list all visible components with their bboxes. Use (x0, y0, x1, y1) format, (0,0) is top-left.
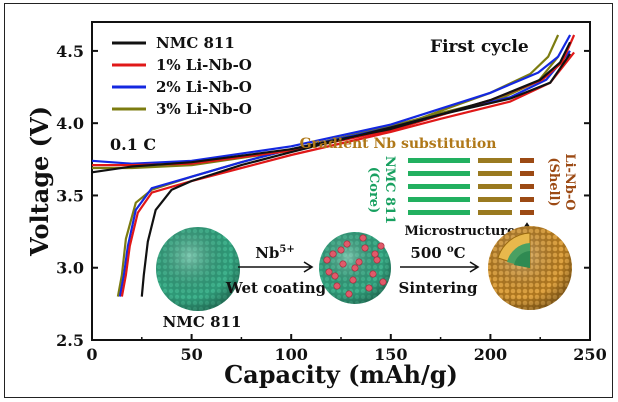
legend-label-nmc811: NMC 811 (156, 34, 235, 52)
particle-label: NMC 811 (163, 313, 242, 331)
x-tick-label: 200 (474, 345, 507, 364)
legend-label-2pct: 2% Li-Nb-O (156, 78, 252, 96)
y-tick-label: 4.0 (56, 114, 84, 133)
x-tick-label: 50 (180, 345, 202, 364)
nb-dot (373, 256, 381, 264)
nb-dot (345, 290, 353, 298)
core-shell-particle-image (488, 226, 572, 310)
y-tick-label: 2.5 (56, 331, 84, 350)
shell-layer-bars (520, 158, 534, 215)
nb-dot (349, 276, 357, 284)
shell-label-line1: Li-Nb-O (562, 153, 577, 210)
nb-dot (379, 278, 387, 286)
gradient-layer-bars (478, 158, 512, 215)
nb-dot (371, 250, 379, 258)
step2-label-top: 500 oC (410, 244, 465, 262)
core-label-line1: NMC 811 (382, 156, 397, 224)
nb-dot (343, 240, 351, 248)
nb-dot (355, 258, 363, 266)
y-tick-label: 3.0 (56, 259, 84, 278)
nb-dot (351, 264, 359, 272)
charge-curve-2pct-li-nb-o (91, 34, 572, 165)
rate-annotation: 0.1 C (110, 135, 156, 154)
nb-dot (359, 234, 367, 242)
microstructure-label: Microstructure (405, 224, 516, 239)
nb-dot (331, 272, 339, 280)
nb-dot (377, 242, 385, 250)
step1-arrow (238, 261, 314, 273)
nb-dot (361, 244, 369, 252)
nb-dot (365, 284, 373, 292)
nb-dot (333, 282, 341, 290)
shell-label-line2: (Shell) (546, 157, 561, 206)
legend-label-1pct: 1% Li-Nb-O (156, 56, 252, 74)
x-tick-label: 150 (374, 345, 407, 364)
step2-arrow (400, 261, 480, 273)
x-tick-label: 250 (573, 345, 606, 364)
first-cycle-annotation: First cycle (430, 37, 529, 57)
nb-dots (323, 234, 387, 298)
core-layer-bars (408, 158, 470, 215)
nb-dot (325, 268, 333, 276)
y-tick-label: 3.5 (56, 186, 84, 205)
step1-label-bottom: Wet coating (225, 279, 327, 297)
core-label-line2: (Core) (366, 167, 381, 213)
nb-dot (337, 246, 345, 254)
inset-title: Gradient Nb substitution (300, 136, 497, 152)
inset-process-schematic: NMC 811 Nb5+ Wet coating 500 oC Sinterin… (156, 226, 572, 331)
charge-curve-nmc811 (91, 41, 572, 174)
discharge-curve-2pct-li-nb-o (118, 50, 571, 297)
x-tick-label: 0 (86, 345, 97, 364)
y-axis-label: Voltage (V) (25, 106, 54, 257)
step1-label-top: Nb5+ (255, 244, 295, 262)
x-tick-label: 100 (274, 345, 307, 364)
discharge-curve-nmc811 (140, 53, 572, 297)
y-tick-label: 4.5 (56, 42, 84, 61)
axis-ticks: 0 50 100 150 200 250 2.5 3.0 3.5 4.0 4.5 (56, 42, 607, 364)
legend-label-3pct: 3% Li-Nb-O (156, 100, 252, 118)
voltage-curves (91, 34, 576, 297)
step2-label-bottom: Sintering (399, 279, 478, 297)
inset-gradient-schematic: Gradient Nb substitution NMC 811 (Core) … (300, 136, 577, 240)
legend: NMC 811 1% Li-Nb-O 2% Li-Nb-O 3% Li-Nb-O (112, 34, 252, 118)
discharge-curve-1pct-li-nb-o (120, 51, 575, 297)
nb-dot (329, 250, 337, 258)
nb-dot (323, 256, 331, 264)
figure-frame (4, 3, 613, 398)
x-axis-label: Capacity (mAh/g) (224, 360, 458, 389)
nb-dot (369, 270, 377, 278)
nb-dot (339, 260, 347, 268)
